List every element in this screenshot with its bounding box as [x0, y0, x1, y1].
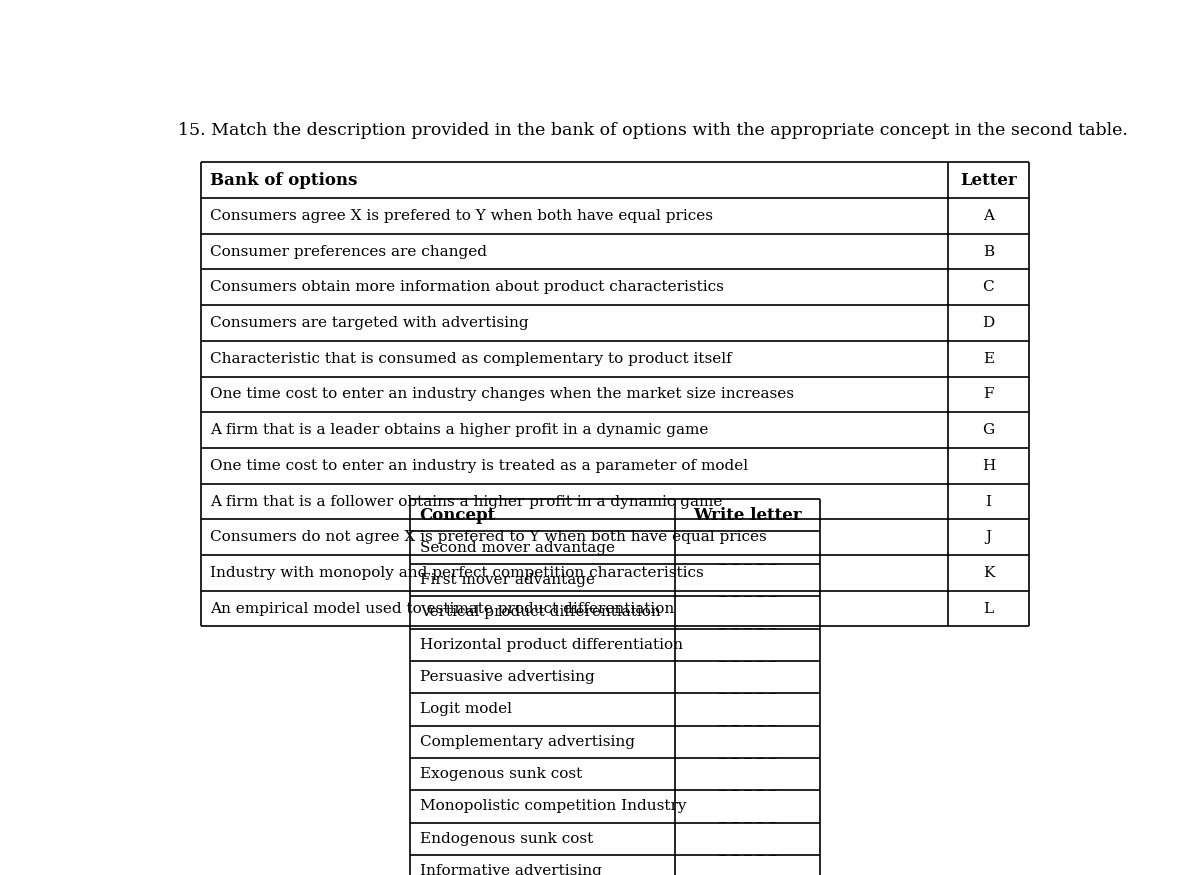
Text: Consumers are targeted with advertising: Consumers are targeted with advertising	[210, 316, 529, 330]
Text: _ _ _ _ _: _ _ _ _ _	[719, 776, 776, 790]
Text: Consumers obtain more information about product characteristics: Consumers obtain more information about …	[210, 280, 725, 294]
Text: J: J	[985, 530, 991, 544]
Text: Vertical product differentiation: Vertical product differentiation	[420, 606, 660, 620]
Text: _ _ _ _ _: _ _ _ _ _	[719, 550, 776, 564]
Text: Letter: Letter	[960, 172, 1016, 189]
Text: _ _ _ _ _: _ _ _ _ _	[719, 679, 776, 693]
Text: Write letter: Write letter	[694, 507, 802, 524]
Text: K: K	[983, 566, 994, 580]
Text: I: I	[985, 494, 991, 508]
Text: G: G	[983, 424, 995, 438]
Text: One time cost to enter an industry is treated as a parameter of model: One time cost to enter an industry is tr…	[210, 458, 749, 472]
Text: Informative advertising: Informative advertising	[420, 864, 601, 875]
Text: Bank of options: Bank of options	[210, 172, 358, 189]
Text: _ _ _ _ _: _ _ _ _ _	[719, 711, 776, 725]
Text: Consumers agree X is prefered to Y when both have equal prices: Consumers agree X is prefered to Y when …	[210, 209, 714, 223]
Text: Concept: Concept	[420, 507, 496, 524]
Text: E: E	[983, 352, 994, 366]
Text: Monopolistic competition Industry: Monopolistic competition Industry	[420, 800, 686, 814]
Text: _ _ _ _ _: _ _ _ _ _	[719, 744, 776, 758]
Text: F: F	[983, 388, 994, 402]
Text: _ _ _ _ _: _ _ _ _ _	[719, 582, 776, 596]
Text: C: C	[983, 280, 995, 294]
Text: 15. Match the description provided in the bank of options with the appropriate c: 15. Match the description provided in th…	[178, 122, 1128, 139]
Text: Endogenous sunk cost: Endogenous sunk cost	[420, 832, 593, 846]
Text: _ _ _ _ _: _ _ _ _ _	[719, 647, 776, 661]
Text: D: D	[983, 316, 995, 330]
Text: _ _ _ _ _: _ _ _ _ _	[719, 614, 776, 628]
Text: Complementary advertising: Complementary advertising	[420, 735, 635, 749]
Text: A firm that is a leader obtains a higher profit in a dynamic game: A firm that is a leader obtains a higher…	[210, 424, 709, 438]
Text: _ _ _ _ _: _ _ _ _ _	[719, 808, 776, 822]
Text: H: H	[982, 458, 995, 472]
Text: A: A	[983, 209, 994, 223]
Text: Characteristic that is consumed as complementary to product itself: Characteristic that is consumed as compl…	[210, 352, 732, 366]
Text: First mover advantage: First mover advantage	[420, 573, 595, 587]
Text: Industry with monopoly and perfect competition characteristics: Industry with monopoly and perfect compe…	[210, 566, 704, 580]
Text: _ _ _ _ _: _ _ _ _ _	[719, 841, 776, 855]
Text: _ _ _ _ _: _ _ _ _ _	[719, 873, 776, 875]
Text: One time cost to enter an industry changes when the market size increases: One time cost to enter an industry chang…	[210, 388, 794, 402]
Text: Exogenous sunk cost: Exogenous sunk cost	[420, 767, 582, 781]
Text: Logit model: Logit model	[420, 703, 511, 717]
Text: L: L	[983, 602, 994, 616]
Text: Second mover advantage: Second mover advantage	[420, 541, 614, 555]
Text: B: B	[983, 244, 994, 258]
Text: Consumer preferences are changed: Consumer preferences are changed	[210, 244, 487, 258]
Text: Consumers do not agree X is prefered to Y when both have equal prices: Consumers do not agree X is prefered to …	[210, 530, 767, 544]
Text: Persuasive advertising: Persuasive advertising	[420, 670, 594, 684]
Text: A firm that is a follower obtains a higher profit in a dynamic game: A firm that is a follower obtains a high…	[210, 494, 722, 508]
Text: Horizontal product differentiation: Horizontal product differentiation	[420, 638, 683, 652]
Text: An empirical model used to estimate product differentiation: An empirical model used to estimate prod…	[210, 602, 674, 616]
